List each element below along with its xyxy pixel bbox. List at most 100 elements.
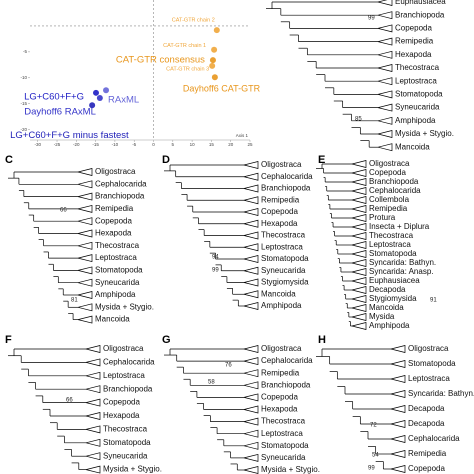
collapsed-clade (77, 229, 93, 238)
collapsed-clade (243, 243, 259, 252)
support-value: 91 (430, 298, 437, 304)
collapsed-clade (77, 254, 93, 263)
collapsed-clade (351, 214, 367, 222)
collapsed-clade (390, 360, 406, 368)
taxon-label: Remipedia (261, 195, 300, 204)
collapsed-clade (243, 381, 259, 390)
collapsed-clade (390, 450, 406, 458)
taxon-label: Stomatopoda (95, 266, 143, 275)
point-label: LG+C60+F+G minus fastest (10, 130, 129, 141)
data-point (103, 87, 110, 94)
taxon-label: Mancoida (369, 303, 404, 312)
collapsed-clade (243, 172, 259, 181)
collapsed-clade (390, 345, 406, 353)
taxon-label: Cephalocarida (95, 179, 147, 188)
taxon-label: Syneucarida (261, 266, 306, 275)
taxon-label: Euphausiacea (369, 276, 420, 285)
panel-letter: G (162, 334, 171, 346)
collapsed-clade (243, 278, 259, 287)
taxon-label: Euphausiacea (395, 0, 446, 6)
taxon-label: Hexapoda (103, 411, 140, 420)
collapsed-clade (77, 303, 93, 312)
taxon-label: Decapoda (369, 285, 406, 294)
collapsed-clade (377, 50, 393, 59)
data-point (211, 74, 218, 81)
point-label: LG+C60+F+G (24, 91, 84, 102)
collapsed-clade (351, 313, 367, 321)
taxon-label: Branchiopoda (261, 380, 311, 389)
taxon-label: Amphipoda (395, 116, 436, 125)
collapsed-clade (377, 77, 393, 86)
support-value: 66 (60, 208, 67, 214)
collapsed-clade (351, 169, 367, 177)
point-label: CAT-GTR chain 3 (166, 66, 209, 72)
collapsed-clade (77, 241, 93, 250)
collapsed-clade (243, 290, 259, 299)
collapsed-clade (85, 385, 101, 394)
support-value: 81 (71, 298, 78, 304)
taxon-label: Oligostraca (369, 159, 410, 168)
collapsed-clade (351, 277, 367, 285)
collapsed-clade (377, 64, 393, 72)
collapsed-clade (377, 130, 393, 138)
taxon-label: Syneucarida (261, 453, 306, 462)
taxon-label: Mysida + Stygio. (95, 302, 154, 311)
data-point (211, 46, 218, 53)
collapsed-clade (77, 278, 93, 287)
x-tick-label: 20 (228, 142, 234, 147)
taxon-label: Thecostraca (395, 63, 440, 72)
taxon-label: Remipedia (408, 449, 447, 458)
point-label: Dayhoff6 RAxML (24, 107, 96, 118)
taxon-label: Copepoda (103, 398, 140, 407)
collapsed-clade (85, 425, 101, 434)
data-point (209, 57, 216, 64)
collapsed-clade (243, 196, 259, 205)
collapsed-clade (351, 160, 367, 168)
collapsed-clade (243, 219, 259, 228)
collapsed-clade (77, 168, 93, 176)
taxon-label: Copepoda (395, 24, 432, 33)
taxon-label: Protura (369, 213, 396, 222)
taxon-label: Branchiopoda (95, 192, 145, 201)
collapsed-clade (243, 405, 259, 414)
collapsed-clade (77, 180, 93, 189)
taxon-label: Syncarida: Bathyn. (369, 258, 436, 267)
taxon-label: Branchiopoda (395, 10, 445, 19)
taxon-label: Syneucarida (103, 451, 148, 460)
support-value: 58 (208, 380, 215, 386)
y-tick-label: -10 (20, 75, 27, 80)
support-value: 72 (370, 423, 377, 429)
collapsed-clade (77, 217, 93, 226)
support-value: 99 (368, 466, 375, 472)
panel-letter: H (318, 334, 326, 346)
taxon-label: Stomatopoda (103, 438, 151, 447)
taxon-label: Amphipoda (95, 290, 136, 299)
collapsed-clade (77, 315, 93, 324)
taxon-label: Syneucarida (95, 278, 140, 287)
collapsed-clade (85, 452, 101, 461)
support-value: 54 (372, 453, 379, 459)
x-tick-label: 10 (190, 142, 196, 147)
collapsed-clade (351, 205, 367, 213)
x-tick-label: -20 (73, 142, 80, 147)
taxon-label: Branchiopoda (261, 184, 311, 193)
taxon-label: Cephalocarida (408, 434, 460, 443)
taxon-label: Copepoda (408, 464, 445, 473)
taxon-label: Cephalocarida (369, 186, 421, 195)
collapsed-clade (390, 405, 406, 413)
collapsed-clade (243, 302, 259, 310)
collapsed-clade (377, 116, 393, 125)
taxon-label: Insecta + Diplura (369, 222, 430, 231)
taxon-label: Oligostraca (261, 160, 302, 169)
taxon-label: Decapoda (408, 404, 445, 413)
taxon-label: Collembola (369, 195, 410, 204)
collapsed-clade (351, 232, 367, 240)
taxon-label: Stygiomysida (261, 278, 309, 287)
data-point (213, 27, 220, 34)
x-tick-label: 0 (152, 142, 155, 147)
axis-label: Axis 1 (236, 133, 249, 138)
collapsed-clade (351, 223, 367, 231)
collapsed-clade (351, 187, 367, 195)
taxon-label: Leptostraca (95, 253, 137, 262)
x-tick-label: 25 (247, 142, 253, 147)
